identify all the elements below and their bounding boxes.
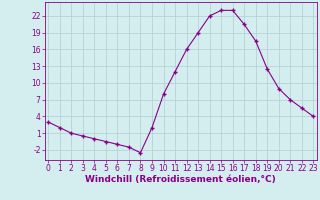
X-axis label: Windchill (Refroidissement éolien,°C): Windchill (Refroidissement éolien,°C) xyxy=(85,175,276,184)
